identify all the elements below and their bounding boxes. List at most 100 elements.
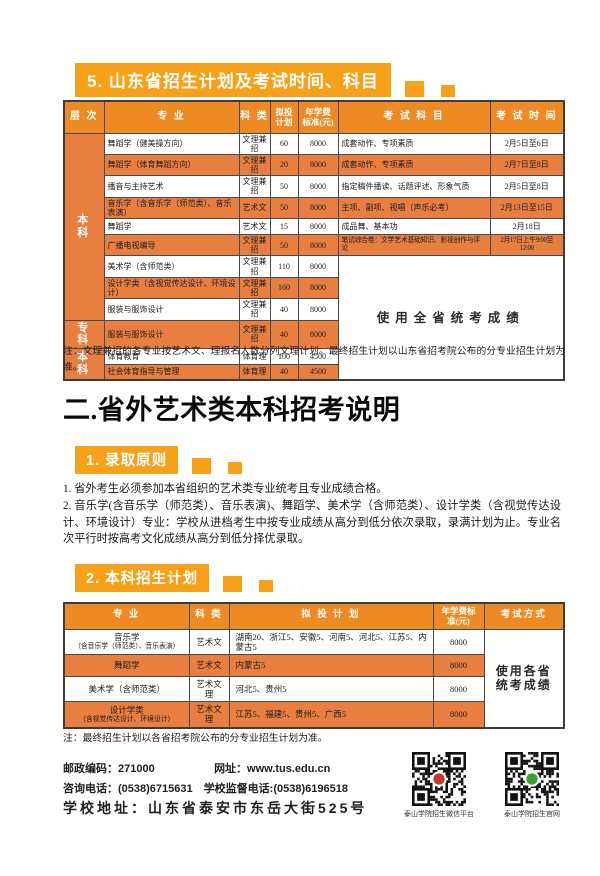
major-cell: 服装与服饰设计 <box>103 298 240 321</box>
table-row: 音乐学（含音乐学（师范类）、音乐表演） 艺术文 50 8000 主项、副项、视唱（声乐必… <box>64 196 565 220</box>
plan-cell: 20 <box>269 153 299 177</box>
fee-cell: 8000 <box>432 628 485 655</box>
category-cell: 文理兼招 <box>238 276 271 300</box>
plan-cell: 40 <box>269 319 299 349</box>
table-row: 美术学（含师范类） 艺术文理 河北5、贵州5 8000 <box>63 675 564 703</box>
shandong-plan-table: 层 次专 业科 类拟投 计划 年学费 标准(元) 考 试 科 目考 试 时 间 本 … <box>63 100 565 382</box>
subjects-cell: 主项、副项、视唱（声乐必考） <box>337 196 491 220</box>
table-row: 舞蹈学（体育舞蹈方向） 文理兼招 20 8000 成套动作、专项素质 2月7日至8日 <box>64 153 565 177</box>
merged-note-cell: 使用全省统考成绩 <box>337 255 565 381</box>
plan-cell: 江苏5、福建5、贵州5、广西5 <box>228 701 434 729</box>
column-header: 年学费 标准(元) <box>297 100 339 134</box>
fee-cell: 8000 <box>297 255 339 278</box>
plan-cell: 内蒙古5 <box>228 653 434 677</box>
level-cell: 本 科 <box>63 347 105 381</box>
category-cell: 艺术文理 <box>188 675 230 703</box>
fee-cell: 4500 <box>297 347 339 365</box>
table-header-row: 专 业科 类拟 投 计 划年学费标 准(元) 考试方式 <box>63 602 565 630</box>
major-subtitle: （含视觉传达设计、环境设计） <box>79 715 175 723</box>
major-cell: 设计学类（含视觉传达设计、环境设计） <box>63 701 190 729</box>
footer-line-2: 咨询电话：(0538)6715631 学校监督电话:(0538)6196518 <box>63 780 348 796</box>
plan-cell: 50 <box>269 233 299 257</box>
major-cell: 美术学（含师范类） <box>103 255 240 278</box>
subjects-cell: 成品舞、基本功 <box>337 218 491 235</box>
decor-square-small <box>228 462 243 474</box>
footer-line-1: 邮政编码：271000 网址：www.tus.edu.cn <box>63 760 330 776</box>
fee-cell: 8000 <box>297 276 339 300</box>
exam-method-cell: 使用各省 统考成绩 <box>483 628 565 729</box>
fee-cell: 8000 <box>297 175 339 198</box>
table-row: 美术学（含师范类） 文理兼招 110 8000 使用全省统考成绩 <box>64 255 565 381</box>
table-row: 专 科服装与服饰设计 文理兼招 40 8000 <box>63 319 564 349</box>
column-header: 专 业 <box>63 602 190 630</box>
province-plan-table: 专 业科 类拟 投 计 划年学费标 准(元) 考试方式 音乐学 （含音乐学（师范类）… <box>63 602 565 729</box>
table-row: 音乐学 （含音乐学（师范类）、音乐表演） 艺术文 湖南20、浙江5、安徽5、河南5、河… <box>63 628 565 729</box>
fee-cell: 8000 <box>297 319 339 349</box>
table-row: 本 科体育教育 体育理 100 4500 <box>63 347 564 381</box>
plan-cell: 50 <box>269 196 299 220</box>
category-cell: 文理兼招 <box>238 132 271 155</box>
category-cell: 文理兼招 <box>238 255 271 278</box>
column-header: 拟 投 计 划 <box>228 602 434 630</box>
plan-cell: 河北5、贵州5 <box>228 675 434 703</box>
postal-code: 邮政编码：271000 <box>63 763 155 775</box>
major-cell: 广播电视编导 <box>103 233 240 257</box>
table1-note: 注：文理兼招的各专业按艺术文、理报名人数分列文理计划。最终招生计划以山东省招考院… <box>63 346 565 374</box>
decor-square-large <box>223 576 243 592</box>
major-cell: 美术学（含师范类） <box>63 675 190 703</box>
fee-cell: 8000 <box>432 653 485 677</box>
column-header: 考 试 时 间 <box>489 100 565 134</box>
category-cell: 艺术文 <box>238 218 271 235</box>
major-cell: 舞蹈学 <box>63 653 190 677</box>
principle-line: 1. 省外考生必须参加本省组织的艺术类专业统考且专业成绩合格。 <box>63 483 388 495</box>
column-header: 专 业 <box>103 100 240 134</box>
subjects-cell: 成套动作、专项素质 <box>337 132 491 155</box>
plan-cell: 湖南20、浙江5、安徽5、河南5、河北5、江苏5、内蒙古5 <box>228 628 434 655</box>
school-address: 学校地址：山东省泰安市东岳大街525号 <box>63 800 368 816</box>
column-header: 科 类 <box>238 100 271 134</box>
table2-note: 注：最终招生计划以各省招考院公布的分专业招生计划为准。 <box>63 733 328 744</box>
major-name: 音乐学 <box>113 632 140 643</box>
table-row: 舞蹈学 艺术文 15 8000 成品舞、基本功 2月18日 <box>64 218 565 235</box>
plan-cell: 60 <box>269 132 299 155</box>
decor-square-large <box>404 81 424 97</box>
plan-cell: 15 <box>269 218 299 235</box>
fee-cell: 8000 <box>297 218 339 235</box>
major-cell: 舞蹈学（健美操方向） <box>103 132 240 155</box>
time-cell: 2月18日 <box>489 218 565 235</box>
supervise-phone: 学校监督电话:(0538)6196518 <box>203 783 348 795</box>
plan-cell: 50 <box>269 175 299 198</box>
fee-cell: 8000 <box>297 132 339 155</box>
major-cell: 音乐学（含音乐学（师范类）、音乐表演） <box>63 628 190 655</box>
time-cell: 2月7日至8日 <box>489 153 565 177</box>
category-cell: 体育理 <box>238 363 271 381</box>
column-header: 考试方式 <box>483 602 565 630</box>
major-cell: 播音与主持艺术 <box>103 175 240 198</box>
table-row: 社会体育指导与管理 体育理 40 4500 <box>64 363 564 381</box>
decor-square-small <box>440 85 455 97</box>
major-subtitle: （含音乐学（师范类）、音乐表演） <box>74 643 180 651</box>
subjects-cell: 笔试综合卷：文学艺术基础知识、影视创作与评论 <box>337 233 491 257</box>
qr-wechat-label: 泰山学院招生微信平台 <box>404 811 474 818</box>
category-cell: 艺术文理 <box>188 701 230 729</box>
level-cell: 专 科 <box>63 319 105 349</box>
category-cell: 艺术文 <box>238 196 271 220</box>
section-5-banner: 5. 山东省招生计划及考试时间、科目 <box>75 63 391 97</box>
qr-website-label: 泰山学院招生官网 <box>504 811 560 818</box>
principle-line: 2. 音乐学(含音乐学（师范类）、音乐表演)、舞蹈学、美术学（含师范类）、设计学… <box>63 499 561 546</box>
fee-cell: 4500 <box>297 363 339 381</box>
plan-cell: 160 <box>269 276 299 300</box>
major-cell: 服装与服饰设计 <box>103 319 240 349</box>
section-5-banner-row: 5. 山东省招生计划及考试时间、科目 <box>75 63 455 97</box>
major-cell: 设计学类（含视觉传达设计、环境设计） <box>103 276 240 300</box>
fee-cell: 8000 <box>432 701 485 729</box>
table-row: 舞蹈学 艺术文 内蒙古5 8000 <box>63 653 564 677</box>
section-2-heading: 二.省外艺术类本科招考说明 <box>63 395 401 425</box>
category-cell: 文理兼招 <box>238 153 271 177</box>
column-header: 科 类 <box>188 602 230 630</box>
fee-cell: 8000 <box>297 233 339 257</box>
column-header: 考 试 科 目 <box>337 100 491 134</box>
decor-square-small <box>259 580 274 592</box>
major-name: 设计学类 <box>109 704 144 715</box>
decor-square-large <box>192 458 212 474</box>
